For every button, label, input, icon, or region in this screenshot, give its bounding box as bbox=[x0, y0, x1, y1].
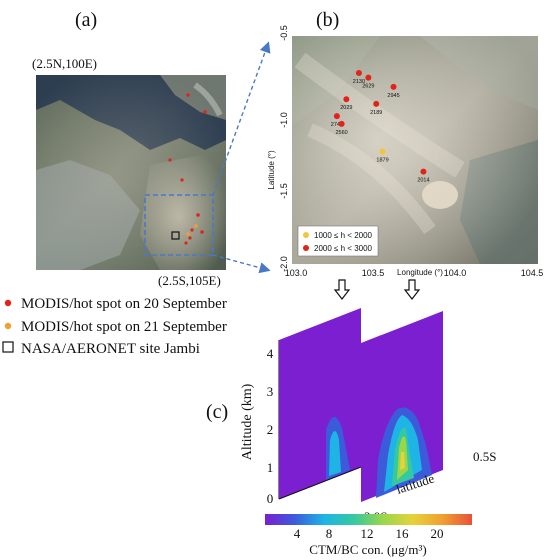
legend-b-label-low: 1000 ≤ h < 2000 bbox=[314, 231, 373, 240]
xtick-b-3: 104.5 bbox=[521, 268, 544, 278]
hotspot-label-7: 1879 bbox=[376, 158, 388, 164]
hotspot-label-5: 2740 bbox=[331, 122, 343, 128]
satellite-map-b bbox=[292, 36, 538, 264]
hotspot-label-4: 2189 bbox=[370, 110, 382, 116]
hotspot-label-0: 2130 bbox=[353, 79, 365, 85]
aeronet-site-marker bbox=[171, 231, 180, 240]
hotspot-label-2: 2945 bbox=[387, 93, 399, 99]
hotspot-marker-2 bbox=[390, 83, 397, 90]
ytick-b-3: -2.0 bbox=[279, 256, 289, 272]
hotspot-label-6: 2560 bbox=[336, 130, 348, 136]
legend-b-marker-red bbox=[303, 245, 309, 251]
transect-arrow-left bbox=[333, 279, 351, 300]
legend-marker-orange-dot bbox=[4, 322, 12, 330]
legend-marker-red-dot bbox=[4, 299, 12, 307]
zoom-arrow-bottom bbox=[212, 254, 271, 274]
panel-label-b: (b) bbox=[316, 9, 339, 31]
ytick-c-3: 3 bbox=[267, 384, 274, 399]
xtick-b-0: 103.0 bbox=[285, 268, 308, 278]
ytick-b-2: -1.5 bbox=[279, 183, 289, 199]
xtick-b-1: 103.5 bbox=[362, 268, 385, 278]
panel-b-xlabel: Longitude (°) bbox=[397, 268, 443, 277]
hotspot-marker-6 bbox=[338, 120, 345, 127]
corner-label-bottom-right: (2.5S,105E) bbox=[158, 273, 221, 288]
ytick-c-1: 1 bbox=[267, 460, 274, 475]
legend-b: 1000 ≤ h < 2000 2000 ≤ h < 3000 bbox=[297, 225, 379, 257]
panel-c-yticks: 0 1 2 3 4 bbox=[267, 346, 274, 506]
cross-section-left bbox=[279, 308, 361, 499]
transect-arrow-right bbox=[403, 279, 421, 300]
legend-label-20-sept: MODIS/hot spot on 20 September bbox=[21, 296, 227, 312]
satellite-map-a bbox=[36, 75, 226, 270]
colorbar-tick-20: 20 bbox=[431, 526, 444, 541]
colorbar-tick-8: 8 bbox=[326, 526, 333, 541]
legend-a: MODIS/hot spot on 20 September MODIS/hot… bbox=[2, 296, 227, 357]
panel-label-a: (a) bbox=[75, 9, 97, 31]
colorbar-tick-4: 4 bbox=[294, 526, 301, 541]
panel-c-base bbox=[278, 466, 362, 500]
hotspot-label-3: 2029 bbox=[340, 105, 352, 111]
panel-c-ylabel: Altitude (km) bbox=[240, 383, 255, 460]
lat-label-end: 0.5S bbox=[473, 449, 496, 464]
cross-section-right bbox=[361, 311, 443, 502]
ytick-b-1: -1.0 bbox=[279, 112, 289, 128]
legend-marker-square bbox=[2, 341, 14, 353]
hotspot-marker-3 bbox=[343, 96, 350, 103]
hotspot-marker-8 bbox=[420, 168, 427, 175]
hotspot-marker-1 bbox=[365, 74, 372, 81]
legend-label-aeronet: NASA/AERONET site Jambi bbox=[21, 341, 200, 357]
legend-label-21-sept: MODIS/hot spot on 21 September bbox=[21, 319, 227, 335]
panel-label-c: (c) bbox=[206, 401, 228, 423]
hotspot-label-8: 2014 bbox=[417, 178, 429, 184]
ytick-b-0: -0.5 bbox=[279, 25, 289, 41]
hotspot-marker-0 bbox=[355, 70, 362, 77]
colorbar-title: CTM/BC con. (μg/m³) bbox=[309, 542, 426, 557]
hotspot-marker-7 bbox=[379, 148, 386, 155]
hotspot-label-1: 2629 bbox=[362, 84, 374, 90]
ytick-c-0: 0 bbox=[267, 491, 274, 506]
panel-b-yticks: -0.5 -1.0 -1.5 -2.0 bbox=[279, 25, 289, 272]
panel-b-xticks: 103.0 103.5 104.0 104.5 bbox=[285, 268, 544, 278]
zoom-arrow-top bbox=[212, 41, 271, 196]
hotspot-marker-4 bbox=[373, 100, 380, 107]
xtick-b-2: 104.0 bbox=[444, 268, 467, 278]
colorbar-tick-16: 16 bbox=[396, 526, 410, 541]
ytick-c-2: 2 bbox=[267, 422, 274, 437]
panel-b-ylabel: Latitude (°) bbox=[267, 150, 276, 190]
hotspot-marker-5 bbox=[333, 113, 340, 120]
corner-label-top-left: (2.5N,100E) bbox=[32, 56, 97, 71]
zoom-box bbox=[144, 194, 214, 256]
ytick-c-4: 4 bbox=[267, 346, 274, 361]
legend-b-label-high: 2000 ≤ h < 3000 bbox=[314, 244, 373, 253]
legend-b-marker-yellow bbox=[303, 232, 309, 238]
colorbar: 4 8 12 16 20 bbox=[265, 514, 472, 541]
colorbar-tick-12: 12 bbox=[361, 526, 374, 541]
